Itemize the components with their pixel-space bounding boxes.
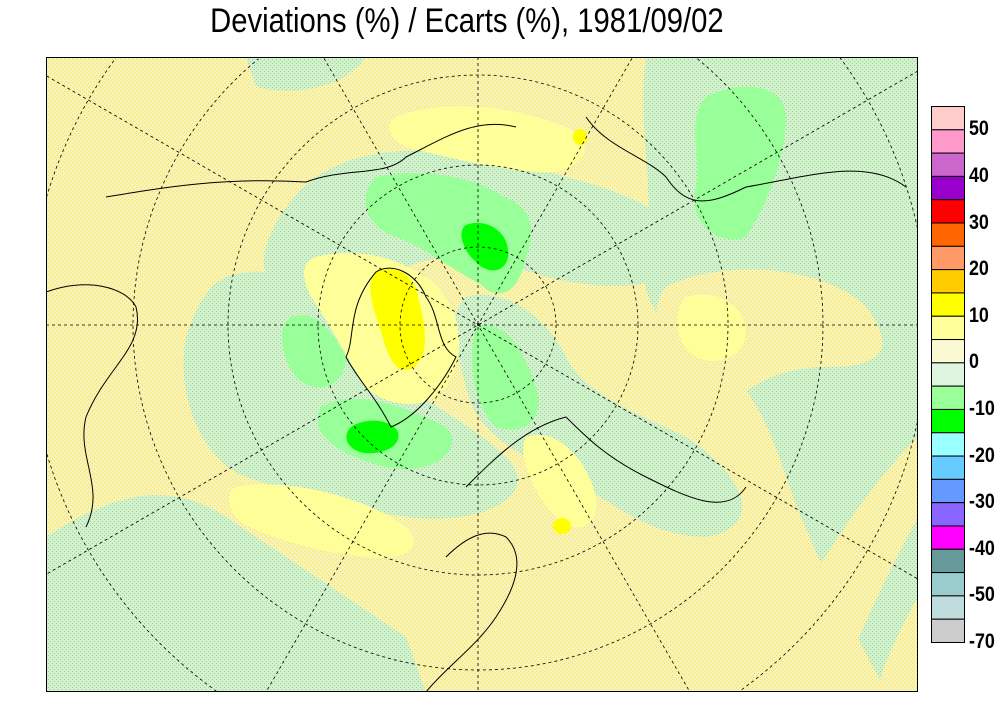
legend-swatch xyxy=(931,339,965,364)
legend-swatch xyxy=(931,385,965,410)
graticule xyxy=(46,57,918,692)
deviation-map xyxy=(46,57,918,692)
coastlines xyxy=(46,116,907,692)
latitude-circle xyxy=(132,58,824,671)
latitude-circle xyxy=(46,57,918,692)
legend-label: 40 xyxy=(969,163,989,187)
map-title: Deviations (%) / Ecarts (%), 1981/09/02 xyxy=(210,2,724,40)
legend-swatch xyxy=(931,292,965,317)
legend-swatch xyxy=(931,595,965,620)
legend-swatch xyxy=(931,525,965,550)
legend-label: -20 xyxy=(969,443,995,467)
legend-swatch xyxy=(931,455,965,480)
legend-swatch xyxy=(931,106,965,131)
legend-swatch xyxy=(931,548,965,574)
legend-swatch xyxy=(931,152,965,177)
legend-label: -50 xyxy=(969,583,995,607)
legend-swatch xyxy=(931,129,965,154)
legend-swatch xyxy=(931,478,965,504)
legend-label: 10 xyxy=(969,303,989,327)
legend-label: 50 xyxy=(969,117,989,141)
legend-swatch xyxy=(931,315,965,341)
regions-minus10-to-minus20 xyxy=(281,86,786,469)
legend-label: -40 xyxy=(969,536,995,560)
map-frame xyxy=(46,57,918,692)
meridian-line xyxy=(323,58,690,691)
legend-swatch xyxy=(931,618,965,644)
legend-swatch xyxy=(931,572,965,597)
legend-label: -70 xyxy=(969,630,995,653)
legend-label: -10 xyxy=(969,396,995,420)
legend-swatch xyxy=(931,245,965,271)
legend-swatch xyxy=(931,502,965,527)
legend-swatch xyxy=(931,222,965,247)
color-legend xyxy=(931,106,965,644)
legend-swatch xyxy=(931,175,965,201)
regions-below-minus10 xyxy=(346,222,509,454)
legend-swatch xyxy=(931,432,965,457)
legend-swatch xyxy=(931,362,965,387)
legend-label: -30 xyxy=(969,490,995,514)
legend-swatch xyxy=(931,199,965,224)
regions-above-10 xyxy=(370,129,587,534)
legend-swatch xyxy=(931,408,965,434)
meridian-line xyxy=(266,58,633,691)
legend-label: 20 xyxy=(969,257,989,281)
legend-label: 0 xyxy=(969,350,979,374)
latitude-circle xyxy=(227,74,729,576)
legend-label: 30 xyxy=(969,210,989,234)
legend-swatch xyxy=(931,269,965,294)
